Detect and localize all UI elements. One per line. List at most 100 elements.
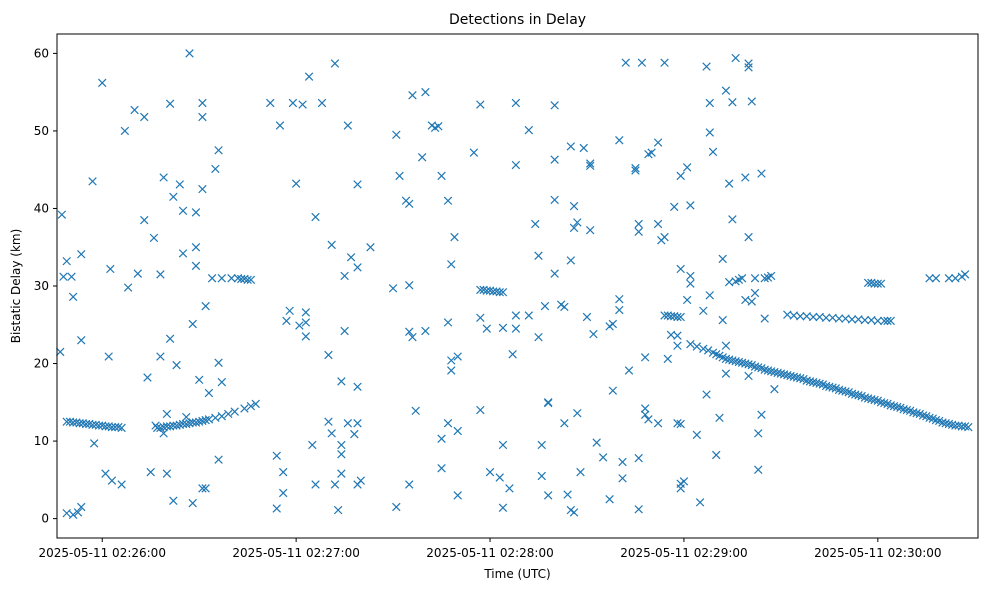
data-point-marker bbox=[77, 336, 86, 345]
data-point-marker bbox=[886, 316, 895, 326]
data-point-marker bbox=[327, 429, 336, 438]
data-point-marker bbox=[537, 440, 546, 450]
data-point-marker bbox=[288, 98, 298, 108]
data-point-marker bbox=[140, 215, 149, 225]
data-point-marker bbox=[618, 474, 627, 483]
data-point-marker bbox=[395, 171, 404, 181]
data-point-marker bbox=[812, 378, 821, 388]
data-point-marker bbox=[165, 334, 175, 343]
data-point-marker bbox=[453, 491, 462, 500]
data-point-marker bbox=[686, 271, 695, 281]
data-point-marker bbox=[815, 379, 824, 388]
data-point-marker bbox=[495, 287, 504, 297]
data-point-marker bbox=[498, 287, 508, 297]
data-point-marker bbox=[476, 100, 485, 109]
data-point-marker bbox=[511, 311, 521, 320]
data-point-marker bbox=[703, 346, 713, 355]
data-point-marker bbox=[330, 480, 340, 489]
data-point-marker bbox=[217, 274, 227, 283]
data-point-marker bbox=[447, 260, 456, 269]
data-point-marker bbox=[405, 480, 414, 489]
data-point-marker bbox=[540, 301, 550, 311]
data-point-marker bbox=[317, 98, 327, 108]
data-point-marker bbox=[185, 49, 194, 58]
data-point-marker bbox=[498, 440, 508, 450]
x-tick-label: 2025-05-11 02:30:00 bbox=[814, 546, 941, 560]
data-point-marker bbox=[243, 275, 252, 285]
data-point-marker bbox=[834, 385, 844, 395]
data-point-marker bbox=[169, 496, 178, 506]
data-point-marker bbox=[886, 401, 895, 410]
data-point-marker bbox=[744, 371, 753, 381]
data-point-marker bbox=[498, 503, 508, 512]
data-point-marker bbox=[692, 430, 702, 440]
data-point-marker bbox=[198, 416, 207, 426]
data-point-marker bbox=[705, 98, 715, 108]
data-point-marker bbox=[792, 373, 802, 382]
data-point-marker bbox=[117, 423, 126, 433]
data-point-marker bbox=[821, 381, 831, 391]
data-point-marker bbox=[941, 419, 950, 428]
data-point-marker bbox=[673, 312, 682, 322]
data-point-marker bbox=[275, 121, 285, 130]
data-point-marker bbox=[660, 232, 669, 242]
data-point-marker bbox=[783, 370, 792, 380]
data-point-marker bbox=[808, 377, 818, 387]
data-point-marker bbox=[750, 274, 760, 283]
data-point-marker bbox=[388, 284, 398, 293]
data-point-marker bbox=[660, 58, 669, 67]
data-point-marker bbox=[841, 387, 850, 396]
data-point-marker bbox=[850, 390, 860, 399]
data-point-marker bbox=[647, 148, 656, 157]
x-tick-label: 2025-05-11 02:27:00 bbox=[232, 546, 359, 560]
data-point-marker bbox=[960, 270, 970, 279]
data-point-marker bbox=[217, 412, 227, 421]
data-point-marker bbox=[437, 463, 446, 473]
data-point-marker bbox=[637, 58, 647, 67]
data-point-marker bbox=[754, 465, 763, 474]
data-point-marker bbox=[198, 484, 207, 493]
data-point-marker bbox=[524, 125, 534, 135]
data-point-marker bbox=[676, 419, 685, 429]
data-point-marker bbox=[838, 386, 847, 395]
data-point-marker bbox=[421, 326, 430, 336]
y-tick-label: 30 bbox=[34, 279, 49, 293]
data-point-marker bbox=[960, 422, 970, 431]
data-point-marker bbox=[120, 126, 130, 136]
data-point-marker bbox=[495, 473, 504, 482]
data-point-marker bbox=[770, 384, 779, 394]
data-point-marker bbox=[873, 279, 883, 288]
data-point-marker bbox=[760, 274, 769, 283]
data-point-marker bbox=[676, 264, 685, 274]
data-point-marker bbox=[640, 410, 650, 419]
y-tick-label: 0 bbox=[41, 512, 49, 526]
y-tick-label: 60 bbox=[34, 46, 49, 60]
data-point-marker bbox=[880, 398, 889, 408]
data-point-marker bbox=[796, 312, 805, 321]
data-point-marker bbox=[598, 453, 608, 462]
data-point-marker bbox=[333, 505, 343, 515]
data-point-marker bbox=[902, 405, 912, 415]
data-point-marker bbox=[353, 180, 362, 189]
data-point-marker bbox=[718, 254, 727, 264]
data-point-marker bbox=[201, 415, 210, 425]
data-point-marker bbox=[566, 142, 576, 151]
data-point-marker bbox=[204, 415, 214, 424]
data-point-marker bbox=[682, 295, 692, 305]
data-point-marker bbox=[346, 253, 356, 262]
data-point-marker bbox=[899, 405, 908, 414]
data-point-marker bbox=[469, 148, 479, 157]
data-point-marker bbox=[246, 275, 256, 285]
data-point-marker bbox=[524, 311, 534, 320]
data-point-marker bbox=[330, 59, 340, 68]
data-point-marker bbox=[453, 352, 462, 361]
data-point-marker bbox=[931, 415, 941, 425]
data-point-marker bbox=[731, 356, 740, 366]
data-point-marker bbox=[560, 302, 569, 312]
data-point-marker bbox=[57, 210, 67, 219]
y-axis: 0 10 20 30 40 50 60 bbox=[34, 46, 57, 526]
data-point-marker bbox=[550, 269, 559, 278]
data-point-marker bbox=[156, 352, 165, 361]
data-point-marker bbox=[918, 411, 928, 420]
data-point-marker bbox=[880, 316, 889, 326]
